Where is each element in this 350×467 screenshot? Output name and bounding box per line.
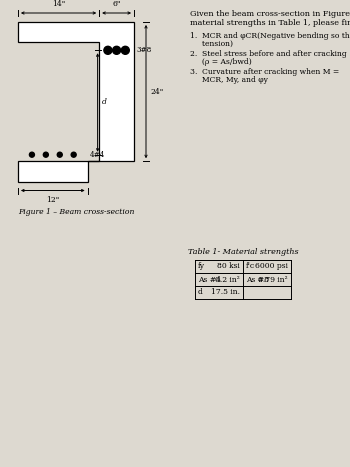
Text: d: d xyxy=(198,289,203,297)
Text: tension): tension) xyxy=(190,40,233,48)
Text: 0.79 in²: 0.79 in² xyxy=(258,276,288,283)
Text: As #8: As #8 xyxy=(246,276,269,283)
Text: (ρ = As/bwd): (ρ = As/bwd) xyxy=(190,58,252,66)
Text: 14": 14" xyxy=(52,0,65,8)
Circle shape xyxy=(71,152,76,157)
Circle shape xyxy=(57,152,62,157)
Text: 3#8: 3#8 xyxy=(136,46,151,54)
Text: f'c: f'c xyxy=(246,262,255,270)
Text: Table 1- Material strengths: Table 1- Material strengths xyxy=(188,248,298,256)
Text: Figure 1 – Beam cross-section: Figure 1 – Beam cross-section xyxy=(18,208,134,217)
Circle shape xyxy=(113,46,121,54)
Polygon shape xyxy=(18,22,134,182)
Text: 4#4: 4#4 xyxy=(90,151,105,159)
Text: 17.5 in.: 17.5 in. xyxy=(211,289,240,297)
Text: 2.  Steel stress before and after cracking: 2. Steel stress before and after crackin… xyxy=(190,50,347,58)
Text: Given the beam cross-section in Figure 1 and the: Given the beam cross-section in Figure 1… xyxy=(190,10,350,18)
Circle shape xyxy=(104,46,112,54)
Text: As #4: As #4 xyxy=(198,276,221,283)
Circle shape xyxy=(43,152,48,157)
Text: MCR, My, and φy: MCR, My, and φy xyxy=(190,76,268,84)
Text: d: d xyxy=(102,99,106,106)
Text: 12": 12" xyxy=(46,196,60,204)
Text: 80 ksi: 80 ksi xyxy=(217,262,240,270)
Text: 24": 24" xyxy=(150,88,163,96)
Text: 6000 psi: 6000 psi xyxy=(255,262,288,270)
Circle shape xyxy=(29,152,34,157)
Text: fy: fy xyxy=(198,262,205,270)
Text: material strengths in Table 1, please find:: material strengths in Table 1, please fi… xyxy=(190,19,350,27)
Text: 1.  MCR and φCR(Negative bending so the top fiber is in: 1. MCR and φCR(Negative bending so the t… xyxy=(190,32,350,40)
Circle shape xyxy=(121,46,129,54)
Text: 3.  Curvature after cracking when M =: 3. Curvature after cracking when M = xyxy=(190,68,339,76)
Text: 6": 6" xyxy=(112,0,121,8)
Text: 0.2 in²: 0.2 in² xyxy=(215,276,240,283)
